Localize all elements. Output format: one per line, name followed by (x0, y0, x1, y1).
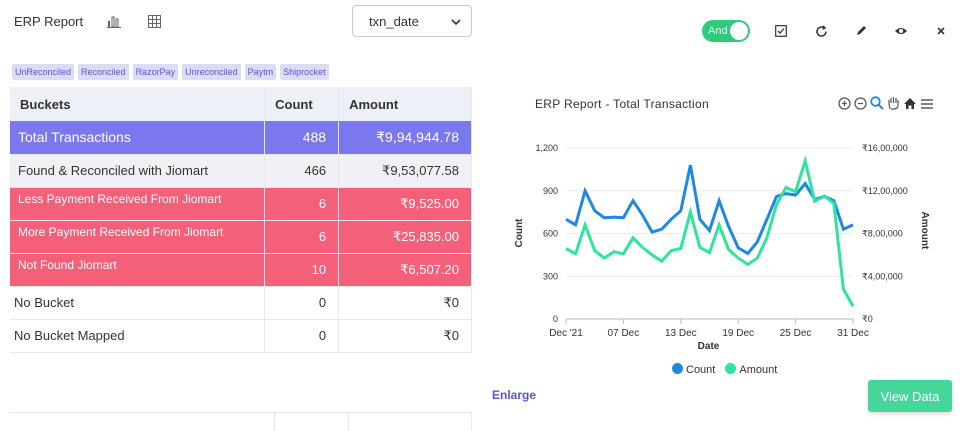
date-field-value: txn_date (369, 13, 419, 29)
chart-toolbar (838, 96, 934, 115)
column-divider (274, 413, 275, 431)
x-tick-label: Dec '21 (549, 328, 583, 339)
bucket-amount: ₹6,507.20 (338, 253, 472, 287)
table-row[interactable]: No Bucket Mapped 0 ₹0 (10, 319, 472, 353)
tag-shiprocket[interactable]: Shiprocket (280, 64, 329, 80)
filter-tags: UnReconciled Reconciled RazorPay Unrecon… (12, 64, 329, 80)
home-reset-icon[interactable] (903, 97, 917, 115)
selection-zoom-icon[interactable] (870, 96, 884, 115)
y2-tick-label: ₹12,00,000 (862, 186, 908, 196)
series-line-amount (565, 155, 855, 307)
chart-legend: Count Amount (672, 363, 777, 376)
bucket-name: Less Payment Received From Jiomart (10, 187, 266, 221)
column-divider (471, 413, 472, 431)
bucket-amount: ₹0 (338, 319, 472, 353)
table-row[interactable]: No Bucket 0 ₹0 (10, 286, 472, 320)
table-header-row: Buckets Count Amount (10, 87, 472, 121)
bucket-count: 10 (264, 253, 340, 287)
checkbox-icon[interactable] (772, 22, 790, 40)
table-row[interactable]: Less Payment Received From Jiomart 6 ₹9,… (10, 187, 472, 221)
and-toggle[interactable]: And (702, 20, 750, 42)
bucket-count: 488 (264, 121, 340, 155)
series-line-count (565, 164, 854, 256)
column-divider (348, 413, 349, 431)
tag-razorpay[interactable]: RazorPay (132, 64, 179, 80)
tag-paytm[interactable]: Paytm (244, 64, 277, 80)
y-tick-label: 600 (543, 229, 558, 239)
bucket-amount: ₹9,53,077.58 (338, 154, 472, 188)
y2-tick-label: ₹16,00,000 (862, 143, 908, 153)
toggle-label: And (708, 25, 728, 37)
eye-icon[interactable] (892, 22, 910, 40)
close-icon[interactable] (932, 22, 950, 40)
report-title: ERP Report (14, 13, 84, 29)
zoom-in-icon[interactable] (838, 96, 851, 115)
y-tick-label: 900 (543, 186, 558, 196)
legend-item-count[interactable]: Count (672, 363, 715, 376)
bucket-count: 466 (264, 154, 340, 188)
legend-dot-amount (725, 363, 737, 374)
bucket-name: No Bucket (10, 286, 266, 320)
y2-tick-label: ₹4,00,000 (862, 271, 903, 281)
date-field-select[interactable]: txn_date (352, 5, 472, 37)
tag-reconciled[interactable]: Reconciled (78, 64, 129, 80)
y2-tick-label: ₹0 (862, 314, 873, 324)
x-tick-label: 07 Dec (608, 328, 640, 339)
bucket-amount: ₹0 (338, 286, 472, 320)
x-tick-label: 13 Dec (665, 328, 697, 339)
edit-icon[interactable] (852, 22, 870, 40)
x-tick-label: 19 Dec (722, 328, 754, 339)
bucket-name: More Payment Received From Jiomart (10, 220, 266, 254)
y-tick-label: 0 (553, 314, 558, 324)
chart-view-icon[interactable] (105, 12, 123, 30)
legend-item-amount[interactable]: Amount (725, 363, 777, 376)
table-empty-row (10, 412, 472, 431)
view-data-button[interactable]: View Data (868, 380, 952, 412)
legend-dot-count (672, 363, 683, 374)
y-tick-label: 1,200 (535, 143, 558, 153)
table-row[interactable]: More Payment Received From Jiomart 6 ₹25… (10, 220, 472, 254)
y-axis-label-amount: Amount (919, 212, 930, 250)
bucket-count: 0 (264, 319, 340, 353)
table-view-icon[interactable] (145, 12, 163, 30)
table-row[interactable]: Not Found Jiomart 10 ₹6,507.20 (10, 253, 472, 287)
y-tick-label: 300 (543, 271, 558, 281)
table-row[interactable]: Total Transactions 488 ₹9,94,944.78 (10, 121, 472, 155)
x-tick-label: 25 Dec (780, 328, 812, 339)
bucket-name: Not Found Jiomart (10, 253, 266, 287)
header-amount: Amount (338, 87, 472, 121)
tag-unreconciled[interactable]: UnReconciled (12, 64, 75, 80)
bucket-count: 0 (264, 286, 340, 320)
y-axis-label-count: Count (514, 218, 525, 248)
menu-icon[interactable] (920, 97, 934, 115)
bucket-amount: ₹9,94,944.78 (338, 121, 472, 155)
y2-tick-label: ₹8,00,000 (862, 229, 903, 239)
bucket-amount: ₹25,835.00 (338, 220, 472, 254)
x-tick-label: 31 Dec (837, 328, 869, 339)
enlarge-link[interactable]: Enlarge (492, 388, 537, 402)
buckets-table: Buckets Count Amount Total Transactions … (10, 87, 472, 353)
transaction-line-chart[interactable]: 1,200 900 600 300 0 ₹16,00,000 ₹12,00,000 ₹8,0… (500, 130, 970, 358)
table-row[interactable]: Found & Reconciled with Jiomart 466 ₹9,5… (10, 154, 472, 188)
tag-unreconciled-2[interactable]: Unreconciled (182, 64, 241, 80)
bucket-count: 6 (264, 187, 340, 221)
bucket-name: Total Transactions (10, 121, 266, 155)
header-count: Count (264, 87, 340, 121)
toggle-knob (730, 22, 748, 40)
bucket-name: Found & Reconciled with Jiomart (10, 154, 266, 188)
zoom-out-icon[interactable] (854, 96, 867, 115)
header-buckets: Buckets (10, 87, 266, 121)
bucket-name: No Bucket Mapped (10, 319, 266, 353)
refresh-icon[interactable] (812, 22, 830, 40)
x-axis-label: Date (698, 341, 720, 352)
chart-title: ERP Report - Total Transaction (535, 97, 709, 111)
bucket-amount: ₹9,525.00 (338, 187, 472, 221)
bucket-count: 6 (264, 220, 340, 254)
chevron-down-icon (451, 14, 461, 29)
pan-hand-icon[interactable] (887, 96, 900, 115)
